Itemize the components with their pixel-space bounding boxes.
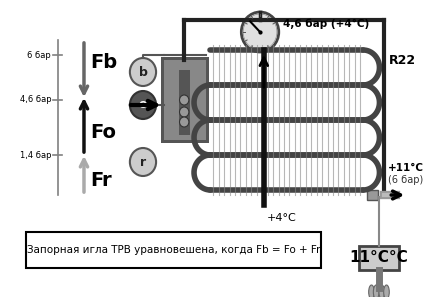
Ellipse shape — [384, 285, 389, 297]
Circle shape — [130, 148, 156, 176]
Text: Fb: Fb — [91, 53, 118, 72]
Bar — [359, 246, 399, 270]
Circle shape — [130, 91, 156, 119]
Text: o: o — [139, 99, 147, 111]
Circle shape — [243, 14, 277, 50]
Text: (6 бар): (6 бар) — [388, 175, 424, 185]
Text: 1,4 бар: 1,4 бар — [20, 151, 51, 159]
Text: +11°C: +11°C — [388, 163, 424, 173]
Text: Fr: Fr — [91, 170, 112, 189]
Text: r: r — [140, 156, 146, 168]
Ellipse shape — [369, 285, 374, 297]
Bar — [26, 232, 321, 268]
Circle shape — [179, 95, 189, 105]
Ellipse shape — [373, 285, 379, 297]
Circle shape — [130, 58, 156, 86]
Text: Fo: Fo — [91, 123, 117, 142]
Bar — [161, 57, 209, 143]
Ellipse shape — [379, 285, 384, 297]
Text: Запорная игла ТРВ уравновешена, когда Fb = Fo + Fr: Запорная игла ТРВ уравновешена, когда Fb… — [27, 245, 320, 255]
Bar — [367, 190, 378, 200]
Circle shape — [241, 12, 279, 52]
Text: 4,6 бар: 4,6 бар — [20, 96, 51, 105]
Text: 4,6 бар (+4°C): 4,6 бар (+4°C) — [283, 19, 370, 29]
Text: +4°C: +4°C — [267, 213, 296, 223]
Circle shape — [179, 117, 189, 127]
Bar — [163, 60, 206, 140]
Circle shape — [179, 107, 189, 117]
Text: R22: R22 — [389, 53, 416, 67]
Bar — [178, 70, 190, 135]
Text: 11°C°C: 11°C°C — [350, 250, 408, 266]
Text: 6 бар: 6 бар — [28, 50, 51, 59]
Text: b: b — [138, 66, 147, 78]
